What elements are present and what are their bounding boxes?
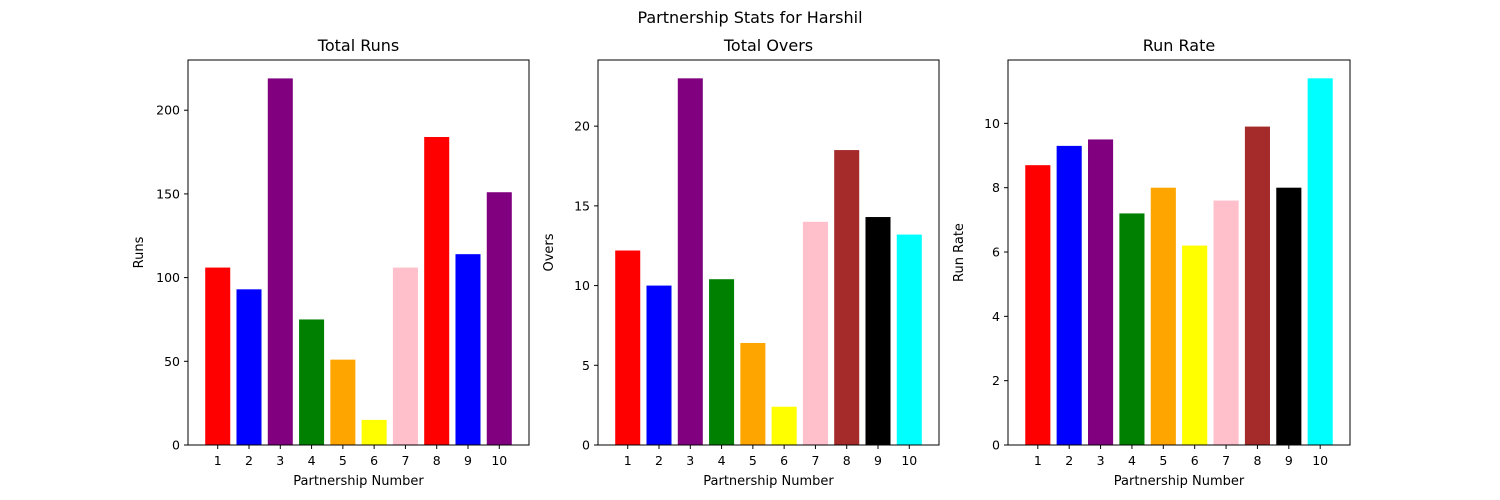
bar-5 xyxy=(740,342,766,445)
y-axis-label: Overs xyxy=(542,233,557,271)
x-tick-label: 1 xyxy=(624,453,632,468)
axes-frame xyxy=(187,59,530,446)
axes-frame xyxy=(597,59,940,446)
chart-panel-2: 1 2 3 4 5 6 7 8 9 10 0 5 10 15 20 Total Overs Partnershi… xyxy=(542,36,940,489)
bar-3 xyxy=(267,78,293,446)
x-tick-label: 8 xyxy=(433,453,441,468)
bar-4 xyxy=(709,279,735,445)
y-tick-label: 6 xyxy=(992,245,1000,260)
bar-6 xyxy=(771,406,797,445)
bar-9 xyxy=(455,254,481,445)
y-tick-label: 0 xyxy=(992,438,1000,453)
x-tick-label: 6 xyxy=(780,453,788,468)
x-tick-label: 7 xyxy=(1222,453,1230,468)
chart-title: Total Runs xyxy=(317,36,399,55)
x-tick-label: 3 xyxy=(1097,453,1105,468)
x-tick-label: 10 xyxy=(1312,453,1328,468)
y-tick-label: 200 xyxy=(156,103,180,118)
bar-6 xyxy=(1182,245,1208,445)
y-tick-label: 15 xyxy=(574,198,590,213)
bar-7 xyxy=(392,267,418,445)
x-tick-label: 9 xyxy=(1285,453,1293,468)
y-axis-label: Run Rate xyxy=(952,223,967,282)
x-tick-label: 3 xyxy=(276,453,284,468)
y-tick-label: 4 xyxy=(992,309,1000,324)
y-tick-label: 8 xyxy=(992,180,1000,195)
x-tick-label: 1 xyxy=(1034,453,1042,468)
bar-10 xyxy=(1307,78,1333,445)
bar-10 xyxy=(486,192,512,445)
bar-7 xyxy=(802,221,828,445)
bar-10 xyxy=(896,234,922,445)
y-tick-label: 0 xyxy=(172,438,180,453)
bar-4 xyxy=(1119,213,1145,445)
x-tick-label: 3 xyxy=(686,453,694,468)
bar-8 xyxy=(1244,126,1270,445)
x-tick-label: 7 xyxy=(401,453,409,468)
y-tick-label: 5 xyxy=(582,358,590,373)
x-tick-label: 9 xyxy=(874,453,882,468)
bar-2 xyxy=(1056,145,1082,445)
y-tick-label: 100 xyxy=(156,270,180,285)
x-tick-label: 6 xyxy=(370,453,378,468)
x-tick-label: 1 xyxy=(214,453,222,468)
y-tick-label: 10 xyxy=(984,116,1000,131)
bar-3 xyxy=(1088,139,1114,445)
bar-7 xyxy=(1213,200,1239,445)
x-tick-label: 8 xyxy=(1253,453,1261,468)
bar-9 xyxy=(1276,187,1302,445)
x-tick-label: 8 xyxy=(843,453,851,468)
bar-8 xyxy=(424,137,450,445)
y-tick-label: 150 xyxy=(156,186,180,201)
bar-6 xyxy=(361,419,387,445)
bar-1 xyxy=(205,267,231,445)
x-tick-label: 2 xyxy=(655,453,663,468)
bar-1 xyxy=(615,250,641,445)
x-tick-label: 2 xyxy=(1065,453,1073,468)
chart-panel-3: 1 2 3 4 5 6 7 8 9 10 0 2 4 6 8 10 Run Rate Partnership Nu… xyxy=(952,36,1351,489)
y-tick-label: 2 xyxy=(992,373,1000,388)
bar-5 xyxy=(330,359,356,445)
bar-4 xyxy=(299,319,325,445)
y-axis-label: Runs xyxy=(132,236,147,268)
x-tick-label: 4 xyxy=(308,453,316,468)
x-tick-label: 10 xyxy=(901,453,917,468)
x-tick-label: 5 xyxy=(1159,453,1167,468)
y-tick-label: 0 xyxy=(582,438,590,453)
x-tick-label: 4 xyxy=(1128,453,1136,468)
y-tick-label: 10 xyxy=(574,278,590,293)
chart-title: Total Overs xyxy=(723,36,813,55)
bar-3 xyxy=(677,78,703,445)
figure-title: Partnership Stats for Harshil xyxy=(637,8,862,27)
x-tick-label: 5 xyxy=(749,453,757,468)
bar-2 xyxy=(646,285,672,445)
x-axis-label: Partnership Number xyxy=(293,474,424,489)
bar-9 xyxy=(865,217,891,445)
x-tick-label: 6 xyxy=(1191,453,1199,468)
x-tick-label: 5 xyxy=(339,453,347,468)
bar-8 xyxy=(834,150,860,446)
bar-1 xyxy=(1025,165,1051,445)
x-tick-label: 4 xyxy=(718,453,726,468)
x-tick-label: 10 xyxy=(491,453,507,468)
bar-2 xyxy=(236,289,262,445)
chart-title: Run Rate xyxy=(1143,36,1215,55)
x-axis-label: Partnership Number xyxy=(703,474,834,489)
x-tick-label: 2 xyxy=(245,453,253,468)
x-axis-label: Partnership Number xyxy=(1114,474,1245,489)
x-tick-label: 9 xyxy=(464,453,472,468)
bar-5 xyxy=(1150,187,1176,445)
y-tick-label: 50 xyxy=(164,354,180,369)
x-tick-label: 7 xyxy=(811,453,819,468)
y-tick-label: 20 xyxy=(574,119,590,134)
